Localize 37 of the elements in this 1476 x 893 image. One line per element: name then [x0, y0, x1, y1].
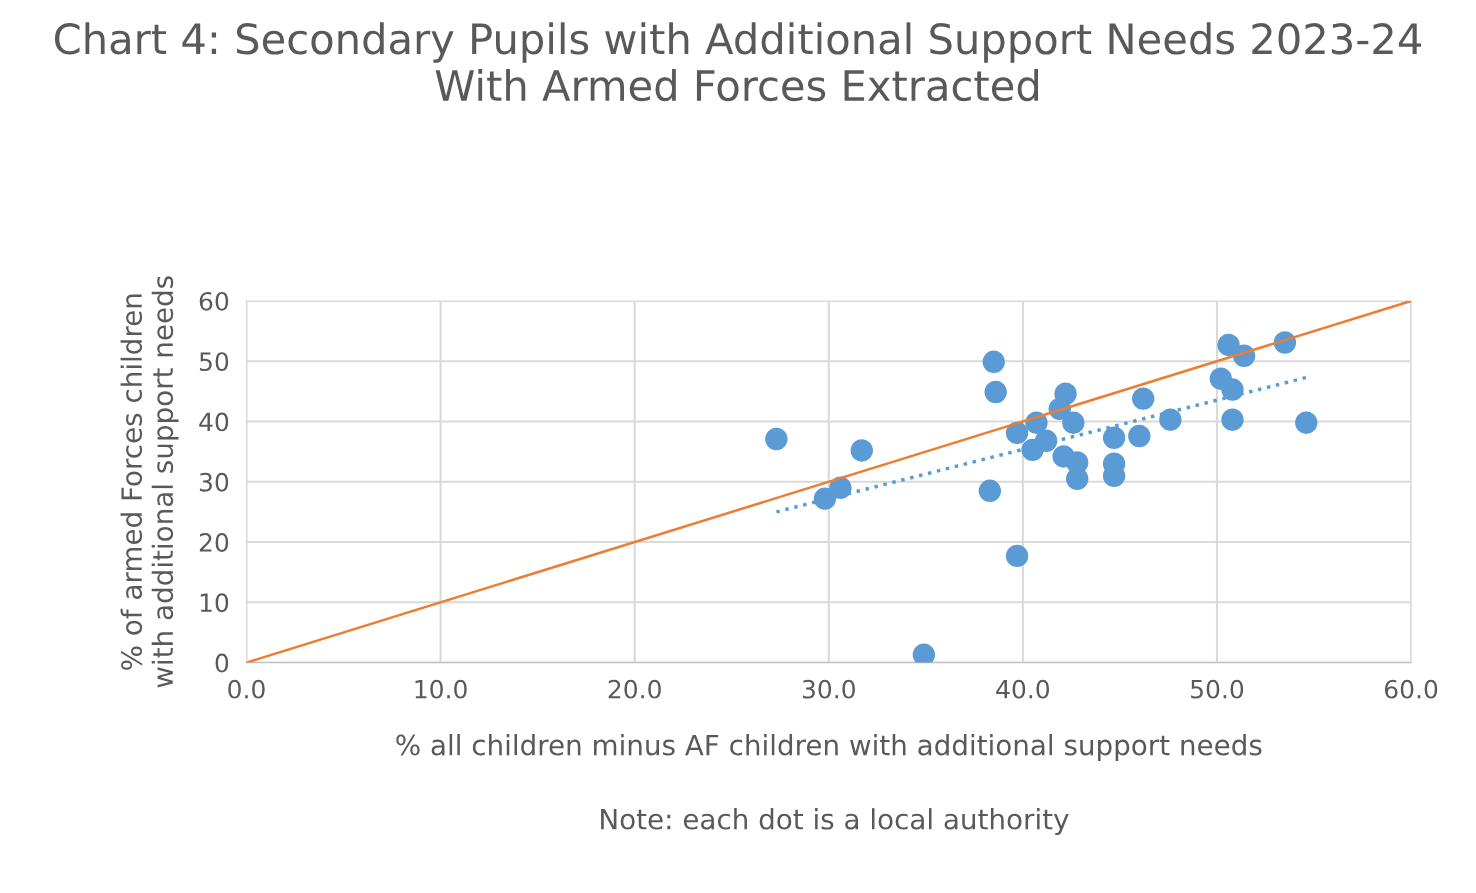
y-axis-title: % of armed Forces children with additional support needs [120, 276, 179, 688]
point [912, 643, 936, 663]
point [1132, 387, 1155, 410]
point [1159, 408, 1182, 431]
point [1102, 426, 1126, 449]
point [850, 439, 873, 462]
point [1295, 411, 1318, 434]
point [1221, 408, 1244, 431]
y-tick-label: 0 [215, 653, 229, 673]
y-tick-label: 30 [199, 472, 229, 492]
text: Note: each dot is a local authority [601, 808, 1069, 835]
point [1005, 544, 1029, 568]
point [1066, 467, 1089, 490]
x-tick-label: 60.0 [1384, 679, 1438, 699]
x-tick-label: 20.0 [608, 679, 661, 699]
point [765, 427, 788, 451]
point [1005, 421, 1029, 445]
y-tick-label: 20 [199, 532, 229, 552]
x-tick-label: 10.0 [415, 679, 467, 699]
point [1128, 424, 1151, 448]
x-tick-label: 30.0 [802, 679, 855, 699]
x-tick-label: 0.0 [228, 679, 265, 699]
y-tick-label: 50 [199, 352, 229, 372]
point [1221, 378, 1244, 401]
chart-title: Chart 4: Secondary Pupils with Additional Support Needs 2023-24 With Armed Forces Extracted [54, 22, 1422, 102]
point [982, 350, 1005, 374]
point [1062, 411, 1085, 434]
point [978, 479, 1002, 503]
y-tick-label: 40 [199, 412, 229, 432]
x-axis-title: % all children minus AF children with additional support needs [396, 734, 1262, 761]
point [984, 380, 1007, 404]
x-tick-label: 40.0 [996, 679, 1050, 699]
y-tick-label: 10 [200, 593, 229, 613]
point [1021, 438, 1044, 462]
point [1217, 333, 1240, 357]
y-tick-label: 60 [199, 291, 229, 311]
x-tick-label: 50.0 [1191, 679, 1244, 699]
